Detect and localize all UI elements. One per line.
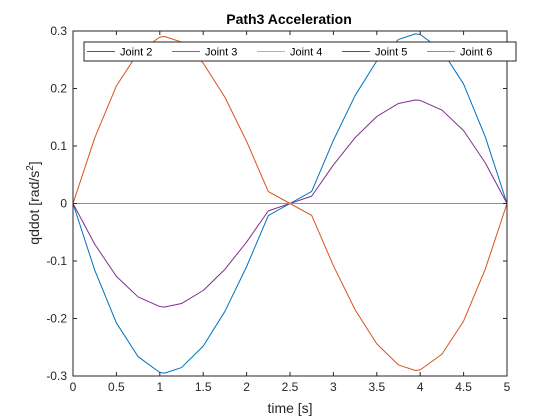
y-tick-label: -0.1 bbox=[46, 254, 67, 268]
x-tick-label: 1.5 bbox=[195, 380, 212, 394]
x-tick-label: 2 bbox=[243, 380, 250, 394]
x-tick-label: 3.5 bbox=[368, 380, 385, 394]
y-tick-label: 0.1 bbox=[50, 139, 67, 153]
y-tick-label: 0 bbox=[60, 197, 67, 211]
x-tick-label: 0 bbox=[70, 380, 77, 394]
x-tick-label: 0.5 bbox=[108, 380, 125, 394]
y-axis-label-tail: ] bbox=[26, 161, 42, 165]
legend-box bbox=[83, 41, 517, 62]
legend-label-3: Joint 4 bbox=[290, 47, 322, 59]
x-tick-label: 1 bbox=[156, 380, 163, 394]
legend-label-2: Joint 3 bbox=[205, 47, 237, 59]
y-axis-label-base: qddot [rad/s bbox=[26, 171, 42, 245]
legend: Joint 2 Joint 3 Joint 4 Joint 5 Joint 6 bbox=[83, 41, 517, 62]
y-tick-label: -0.3 bbox=[46, 369, 67, 383]
legend-label-1: Joint 2 bbox=[120, 47, 152, 59]
axes-layer: 0 0.5 1 1.5 2 2.5 3 3.5 4 4.5 5 -0.3 -0.2 -0.1 0 0.1 0.2… bbox=[46, 24, 510, 394]
y-tick-label: -0.2 bbox=[46, 312, 67, 326]
y-tick-label: 0.2 bbox=[50, 82, 67, 96]
y-axis-label: qddot [rad/s2] bbox=[25, 161, 42, 244]
legend-label-5: Joint 6 bbox=[460, 47, 492, 59]
x-tick-label: 2.5 bbox=[282, 380, 299, 394]
x-tick-label: 5 bbox=[504, 380, 511, 394]
x-tick-label: 4.5 bbox=[455, 380, 472, 394]
x-tick-label: 4 bbox=[417, 380, 424, 394]
chart-title: Path3 Acceleration bbox=[226, 11, 352, 27]
y-axis-label-superscript: 2 bbox=[25, 165, 36, 171]
x-axis-label: time [s] bbox=[267, 400, 312, 416]
y-tick-label: 0.3 bbox=[50, 24, 67, 38]
legend-label-4: Joint 5 bbox=[375, 47, 407, 59]
x-tick-label: 3 bbox=[330, 380, 337, 394]
